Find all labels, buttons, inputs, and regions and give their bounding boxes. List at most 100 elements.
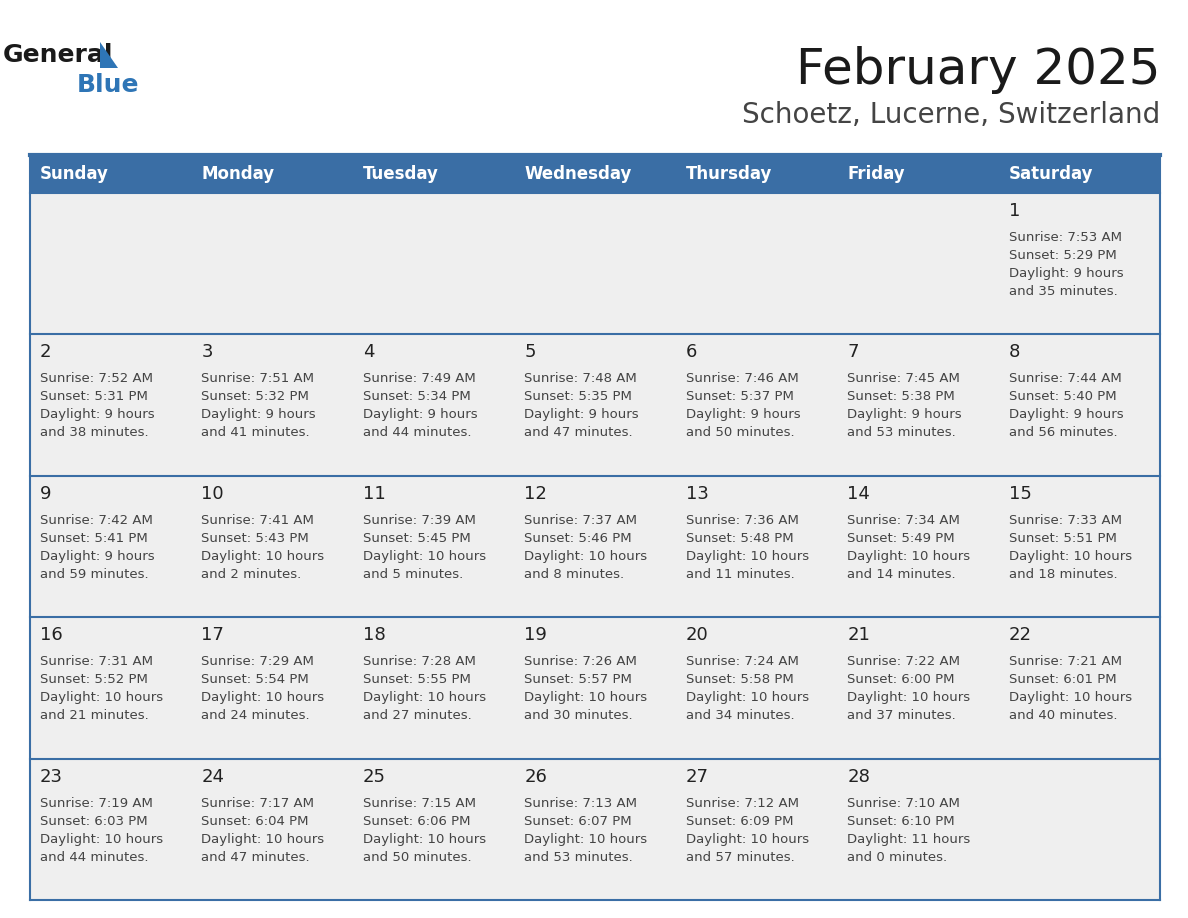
Text: Daylight: 10 hours: Daylight: 10 hours: [847, 691, 971, 704]
Text: Sunrise: 7:19 AM: Sunrise: 7:19 AM: [40, 797, 153, 810]
Text: and 59 minutes.: and 59 minutes.: [40, 568, 148, 581]
Text: Daylight: 10 hours: Daylight: 10 hours: [362, 691, 486, 704]
Text: and 35 minutes.: and 35 minutes.: [1009, 285, 1118, 298]
Text: 3: 3: [202, 343, 213, 362]
Text: Sunrise: 7:52 AM: Sunrise: 7:52 AM: [40, 373, 153, 386]
Text: Daylight: 10 hours: Daylight: 10 hours: [685, 691, 809, 704]
Text: Sunrise: 7:49 AM: Sunrise: 7:49 AM: [362, 373, 475, 386]
Text: and 47 minutes.: and 47 minutes.: [524, 426, 633, 440]
Text: Daylight: 10 hours: Daylight: 10 hours: [524, 833, 647, 845]
Text: Sunset: 5:45 PM: Sunset: 5:45 PM: [362, 532, 470, 544]
Text: Sunset: 5:43 PM: Sunset: 5:43 PM: [202, 532, 309, 544]
Text: Sunset: 6:10 PM: Sunset: 6:10 PM: [847, 814, 955, 828]
Text: Sunrise: 7:45 AM: Sunrise: 7:45 AM: [847, 373, 960, 386]
Text: Daylight: 10 hours: Daylight: 10 hours: [362, 833, 486, 845]
Text: Sunrise: 7:39 AM: Sunrise: 7:39 AM: [362, 514, 475, 527]
Bar: [30, 617, 1159, 758]
Text: 14: 14: [847, 485, 870, 503]
Text: 16: 16: [40, 626, 63, 644]
Text: and 8 minutes.: and 8 minutes.: [524, 568, 625, 581]
Text: 1: 1: [1009, 202, 1020, 220]
Text: Wednesday: Wednesday: [524, 165, 632, 183]
Text: Daylight: 9 hours: Daylight: 9 hours: [1009, 267, 1123, 280]
Text: Sunset: 5:51 PM: Sunset: 5:51 PM: [1009, 532, 1117, 544]
Text: Daylight: 10 hours: Daylight: 10 hours: [202, 550, 324, 563]
Text: 19: 19: [524, 626, 548, 644]
Text: and 24 minutes.: and 24 minutes.: [202, 710, 310, 722]
Text: and 0 minutes.: and 0 minutes.: [847, 851, 947, 864]
Text: and 50 minutes.: and 50 minutes.: [362, 851, 472, 864]
Text: 6: 6: [685, 343, 697, 362]
Text: and 47 minutes.: and 47 minutes.: [202, 851, 310, 864]
Text: Sunset: 5:32 PM: Sunset: 5:32 PM: [202, 390, 309, 403]
Text: 9: 9: [40, 485, 51, 503]
Text: Sunset: 6:01 PM: Sunset: 6:01 PM: [1009, 673, 1117, 686]
Text: 22: 22: [1009, 626, 1031, 644]
Text: 15: 15: [1009, 485, 1031, 503]
Text: Daylight: 10 hours: Daylight: 10 hours: [685, 833, 809, 845]
Text: Daylight: 9 hours: Daylight: 9 hours: [40, 409, 154, 421]
Text: 13: 13: [685, 485, 708, 503]
Text: and 57 minutes.: and 57 minutes.: [685, 851, 795, 864]
Text: Schoetz, Lucerne, Switzerland: Schoetz, Lucerne, Switzerland: [741, 101, 1159, 129]
Text: Sunrise: 7:17 AM: Sunrise: 7:17 AM: [202, 797, 315, 810]
Text: and 53 minutes.: and 53 minutes.: [847, 426, 956, 440]
Text: Sunset: 6:00 PM: Sunset: 6:00 PM: [847, 673, 955, 686]
Text: and 50 minutes.: and 50 minutes.: [685, 426, 795, 440]
Text: Sunrise: 7:22 AM: Sunrise: 7:22 AM: [847, 655, 960, 668]
Text: and 5 minutes.: and 5 minutes.: [362, 568, 463, 581]
Text: and 44 minutes.: and 44 minutes.: [362, 426, 472, 440]
Text: Sunset: 6:07 PM: Sunset: 6:07 PM: [524, 814, 632, 828]
Text: Daylight: 9 hours: Daylight: 9 hours: [202, 409, 316, 421]
Text: Sunset: 5:38 PM: Sunset: 5:38 PM: [847, 390, 955, 403]
Text: Sunrise: 7:42 AM: Sunrise: 7:42 AM: [40, 514, 153, 527]
Text: Sunset: 6:03 PM: Sunset: 6:03 PM: [40, 814, 147, 828]
Text: Sunrise: 7:13 AM: Sunrise: 7:13 AM: [524, 797, 637, 810]
Text: Sunset: 5:55 PM: Sunset: 5:55 PM: [362, 673, 470, 686]
Text: Daylight: 10 hours: Daylight: 10 hours: [202, 691, 324, 704]
Text: Daylight: 11 hours: Daylight: 11 hours: [847, 833, 971, 845]
Text: 23: 23: [40, 767, 63, 786]
Text: 26: 26: [524, 767, 548, 786]
Text: Sunrise: 7:31 AM: Sunrise: 7:31 AM: [40, 655, 153, 668]
Text: Sunset: 5:57 PM: Sunset: 5:57 PM: [524, 673, 632, 686]
Text: Daylight: 9 hours: Daylight: 9 hours: [847, 409, 962, 421]
Text: 11: 11: [362, 485, 386, 503]
Text: Sunset: 5:37 PM: Sunset: 5:37 PM: [685, 390, 794, 403]
Text: and 18 minutes.: and 18 minutes.: [1009, 568, 1117, 581]
Polygon shape: [100, 42, 118, 68]
Text: and 53 minutes.: and 53 minutes.: [524, 851, 633, 864]
Text: Sunrise: 7:53 AM: Sunrise: 7:53 AM: [1009, 231, 1121, 244]
Text: Sunrise: 7:36 AM: Sunrise: 7:36 AM: [685, 514, 798, 527]
Text: Sunrise: 7:10 AM: Sunrise: 7:10 AM: [847, 797, 960, 810]
Text: 7: 7: [847, 343, 859, 362]
Text: Sunset: 5:52 PM: Sunset: 5:52 PM: [40, 673, 147, 686]
Text: Daylight: 9 hours: Daylight: 9 hours: [685, 409, 801, 421]
Text: Sunrise: 7:12 AM: Sunrise: 7:12 AM: [685, 797, 798, 810]
Text: Daylight: 10 hours: Daylight: 10 hours: [40, 691, 163, 704]
Text: Friday: Friday: [847, 165, 905, 183]
Text: 4: 4: [362, 343, 374, 362]
Text: Daylight: 10 hours: Daylight: 10 hours: [524, 691, 647, 704]
Text: Daylight: 10 hours: Daylight: 10 hours: [202, 833, 324, 845]
Text: Sunrise: 7:34 AM: Sunrise: 7:34 AM: [847, 514, 960, 527]
Text: Sunrise: 7:46 AM: Sunrise: 7:46 AM: [685, 373, 798, 386]
Text: Sunset: 5:34 PM: Sunset: 5:34 PM: [362, 390, 470, 403]
Text: Sunrise: 7:29 AM: Sunrise: 7:29 AM: [202, 655, 315, 668]
Text: Sunday: Sunday: [40, 165, 109, 183]
Text: Sunrise: 7:26 AM: Sunrise: 7:26 AM: [524, 655, 637, 668]
Text: and 34 minutes.: and 34 minutes.: [685, 710, 795, 722]
Text: Saturday: Saturday: [1009, 165, 1093, 183]
Text: Sunrise: 7:15 AM: Sunrise: 7:15 AM: [362, 797, 476, 810]
Text: and 2 minutes.: and 2 minutes.: [202, 568, 302, 581]
Text: 2: 2: [40, 343, 51, 362]
Text: and 30 minutes.: and 30 minutes.: [524, 710, 633, 722]
Text: February 2025: February 2025: [796, 46, 1159, 94]
Text: Daylight: 9 hours: Daylight: 9 hours: [524, 409, 639, 421]
Text: Tuesday: Tuesday: [362, 165, 438, 183]
Text: Sunset: 5:29 PM: Sunset: 5:29 PM: [1009, 249, 1117, 262]
Bar: [30, 193, 1159, 334]
Text: Blue: Blue: [77, 73, 139, 97]
Text: and 27 minutes.: and 27 minutes.: [362, 710, 472, 722]
Text: and 40 minutes.: and 40 minutes.: [1009, 710, 1117, 722]
